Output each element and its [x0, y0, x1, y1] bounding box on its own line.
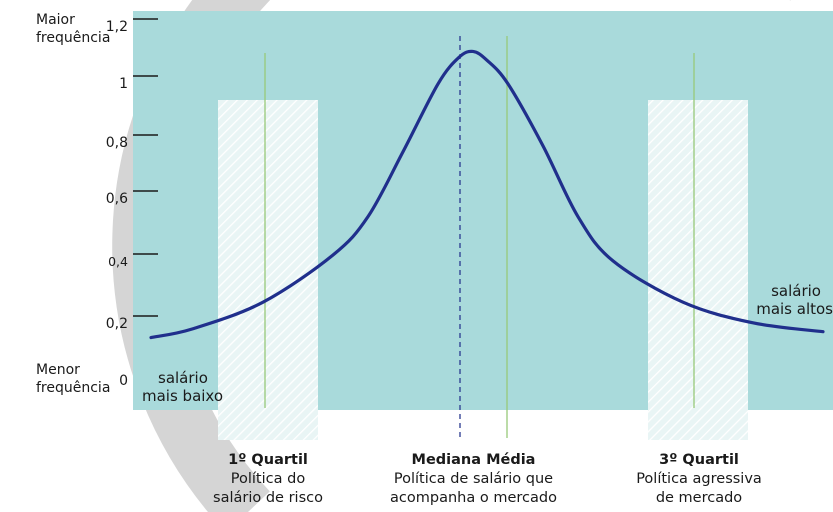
y-tick-label: 0,2	[105, 316, 128, 332]
frequency-curve	[149, 49, 825, 340]
caption-third-quartile: 3º Quartil Política agressiva de mercado	[636, 452, 762, 506]
y-tick-label: 0	[119, 373, 128, 389]
y-tick-label: 1	[119, 76, 128, 92]
y-tick-label: 1,2	[105, 19, 128, 35]
y-tick-label: 0,6	[105, 191, 128, 207]
y-tick-label: 0,8	[105, 135, 128, 151]
y-top-label: Maior frequência	[36, 12, 111, 46]
x-left-label: salário mais baixo	[142, 369, 224, 405]
y-bottom-label: Menor frequência	[36, 362, 111, 396]
band-first-quartile	[218, 100, 318, 440]
x-right-label: salário mais altos	[756, 282, 833, 318]
band-third-quartile	[648, 100, 748, 440]
caption-first-quartile: 1º Quartil Política do salário de risco	[213, 452, 323, 506]
y-tick-label: 0,4	[108, 254, 128, 269]
caption-median: Mediana Média Política de salário que ac…	[390, 452, 557, 506]
